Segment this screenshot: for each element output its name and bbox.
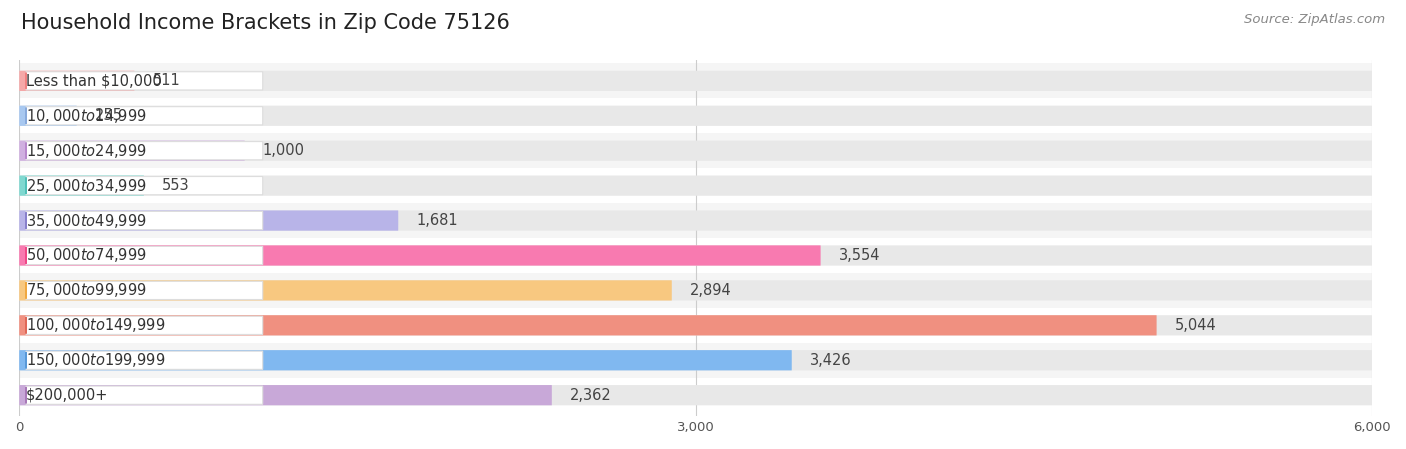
FancyBboxPatch shape (20, 211, 398, 231)
FancyBboxPatch shape (25, 176, 263, 195)
FancyBboxPatch shape (20, 280, 1372, 300)
FancyBboxPatch shape (20, 350, 1372, 370)
FancyBboxPatch shape (25, 211, 263, 230)
FancyBboxPatch shape (20, 106, 1372, 126)
Text: 511: 511 (152, 73, 180, 88)
FancyBboxPatch shape (20, 280, 672, 300)
FancyBboxPatch shape (20, 106, 77, 126)
Text: Source: ZipAtlas.com: Source: ZipAtlas.com (1244, 13, 1385, 26)
Bar (20, 308, 1372, 343)
FancyBboxPatch shape (20, 176, 143, 196)
Text: Less than $10,000: Less than $10,000 (27, 73, 162, 88)
Text: 1,000: 1,000 (263, 143, 305, 158)
FancyBboxPatch shape (25, 247, 263, 264)
FancyBboxPatch shape (25, 141, 263, 160)
Bar (20, 273, 1372, 308)
Text: 3,426: 3,426 (810, 353, 852, 368)
FancyBboxPatch shape (25, 386, 263, 404)
FancyBboxPatch shape (25, 72, 263, 90)
Text: $35,000 to $49,999: $35,000 to $49,999 (27, 211, 146, 229)
FancyBboxPatch shape (25, 316, 263, 335)
FancyBboxPatch shape (20, 245, 821, 266)
FancyBboxPatch shape (20, 211, 1372, 231)
FancyBboxPatch shape (20, 315, 1157, 335)
FancyBboxPatch shape (20, 385, 1372, 405)
Text: $75,000 to $99,999: $75,000 to $99,999 (27, 282, 146, 299)
FancyBboxPatch shape (25, 281, 263, 299)
FancyBboxPatch shape (20, 176, 1372, 196)
Bar (20, 133, 1372, 168)
Bar (20, 203, 1372, 238)
Bar (20, 378, 1372, 413)
Text: $100,000 to $149,999: $100,000 to $149,999 (27, 317, 166, 335)
FancyBboxPatch shape (20, 350, 792, 370)
FancyBboxPatch shape (20, 71, 135, 91)
FancyBboxPatch shape (20, 385, 551, 405)
Text: $15,000 to $24,999: $15,000 to $24,999 (27, 142, 146, 160)
Text: $200,000+: $200,000+ (27, 387, 108, 403)
Text: $50,000 to $74,999: $50,000 to $74,999 (27, 247, 146, 264)
FancyBboxPatch shape (20, 245, 1372, 266)
Text: 5,044: 5,044 (1174, 318, 1216, 333)
Bar (20, 168, 1372, 203)
FancyBboxPatch shape (20, 141, 245, 161)
Text: 1,681: 1,681 (416, 213, 458, 228)
FancyBboxPatch shape (20, 315, 1372, 335)
Text: 3,554: 3,554 (838, 248, 880, 263)
Bar (20, 98, 1372, 133)
Bar (20, 343, 1372, 378)
Text: 255: 255 (94, 108, 122, 123)
Text: Household Income Brackets in Zip Code 75126: Household Income Brackets in Zip Code 75… (21, 13, 510, 34)
Bar (20, 238, 1372, 273)
Bar (20, 63, 1372, 98)
Text: 553: 553 (162, 178, 190, 193)
FancyBboxPatch shape (25, 107, 263, 125)
FancyBboxPatch shape (20, 71, 1372, 91)
FancyBboxPatch shape (25, 351, 263, 370)
Text: 2,894: 2,894 (690, 283, 731, 298)
Text: $25,000 to $34,999: $25,000 to $34,999 (27, 176, 146, 194)
Text: $150,000 to $199,999: $150,000 to $199,999 (27, 351, 166, 369)
Text: 2,362: 2,362 (569, 387, 612, 403)
Text: $10,000 to $14,999: $10,000 to $14,999 (27, 107, 146, 125)
FancyBboxPatch shape (20, 141, 1372, 161)
